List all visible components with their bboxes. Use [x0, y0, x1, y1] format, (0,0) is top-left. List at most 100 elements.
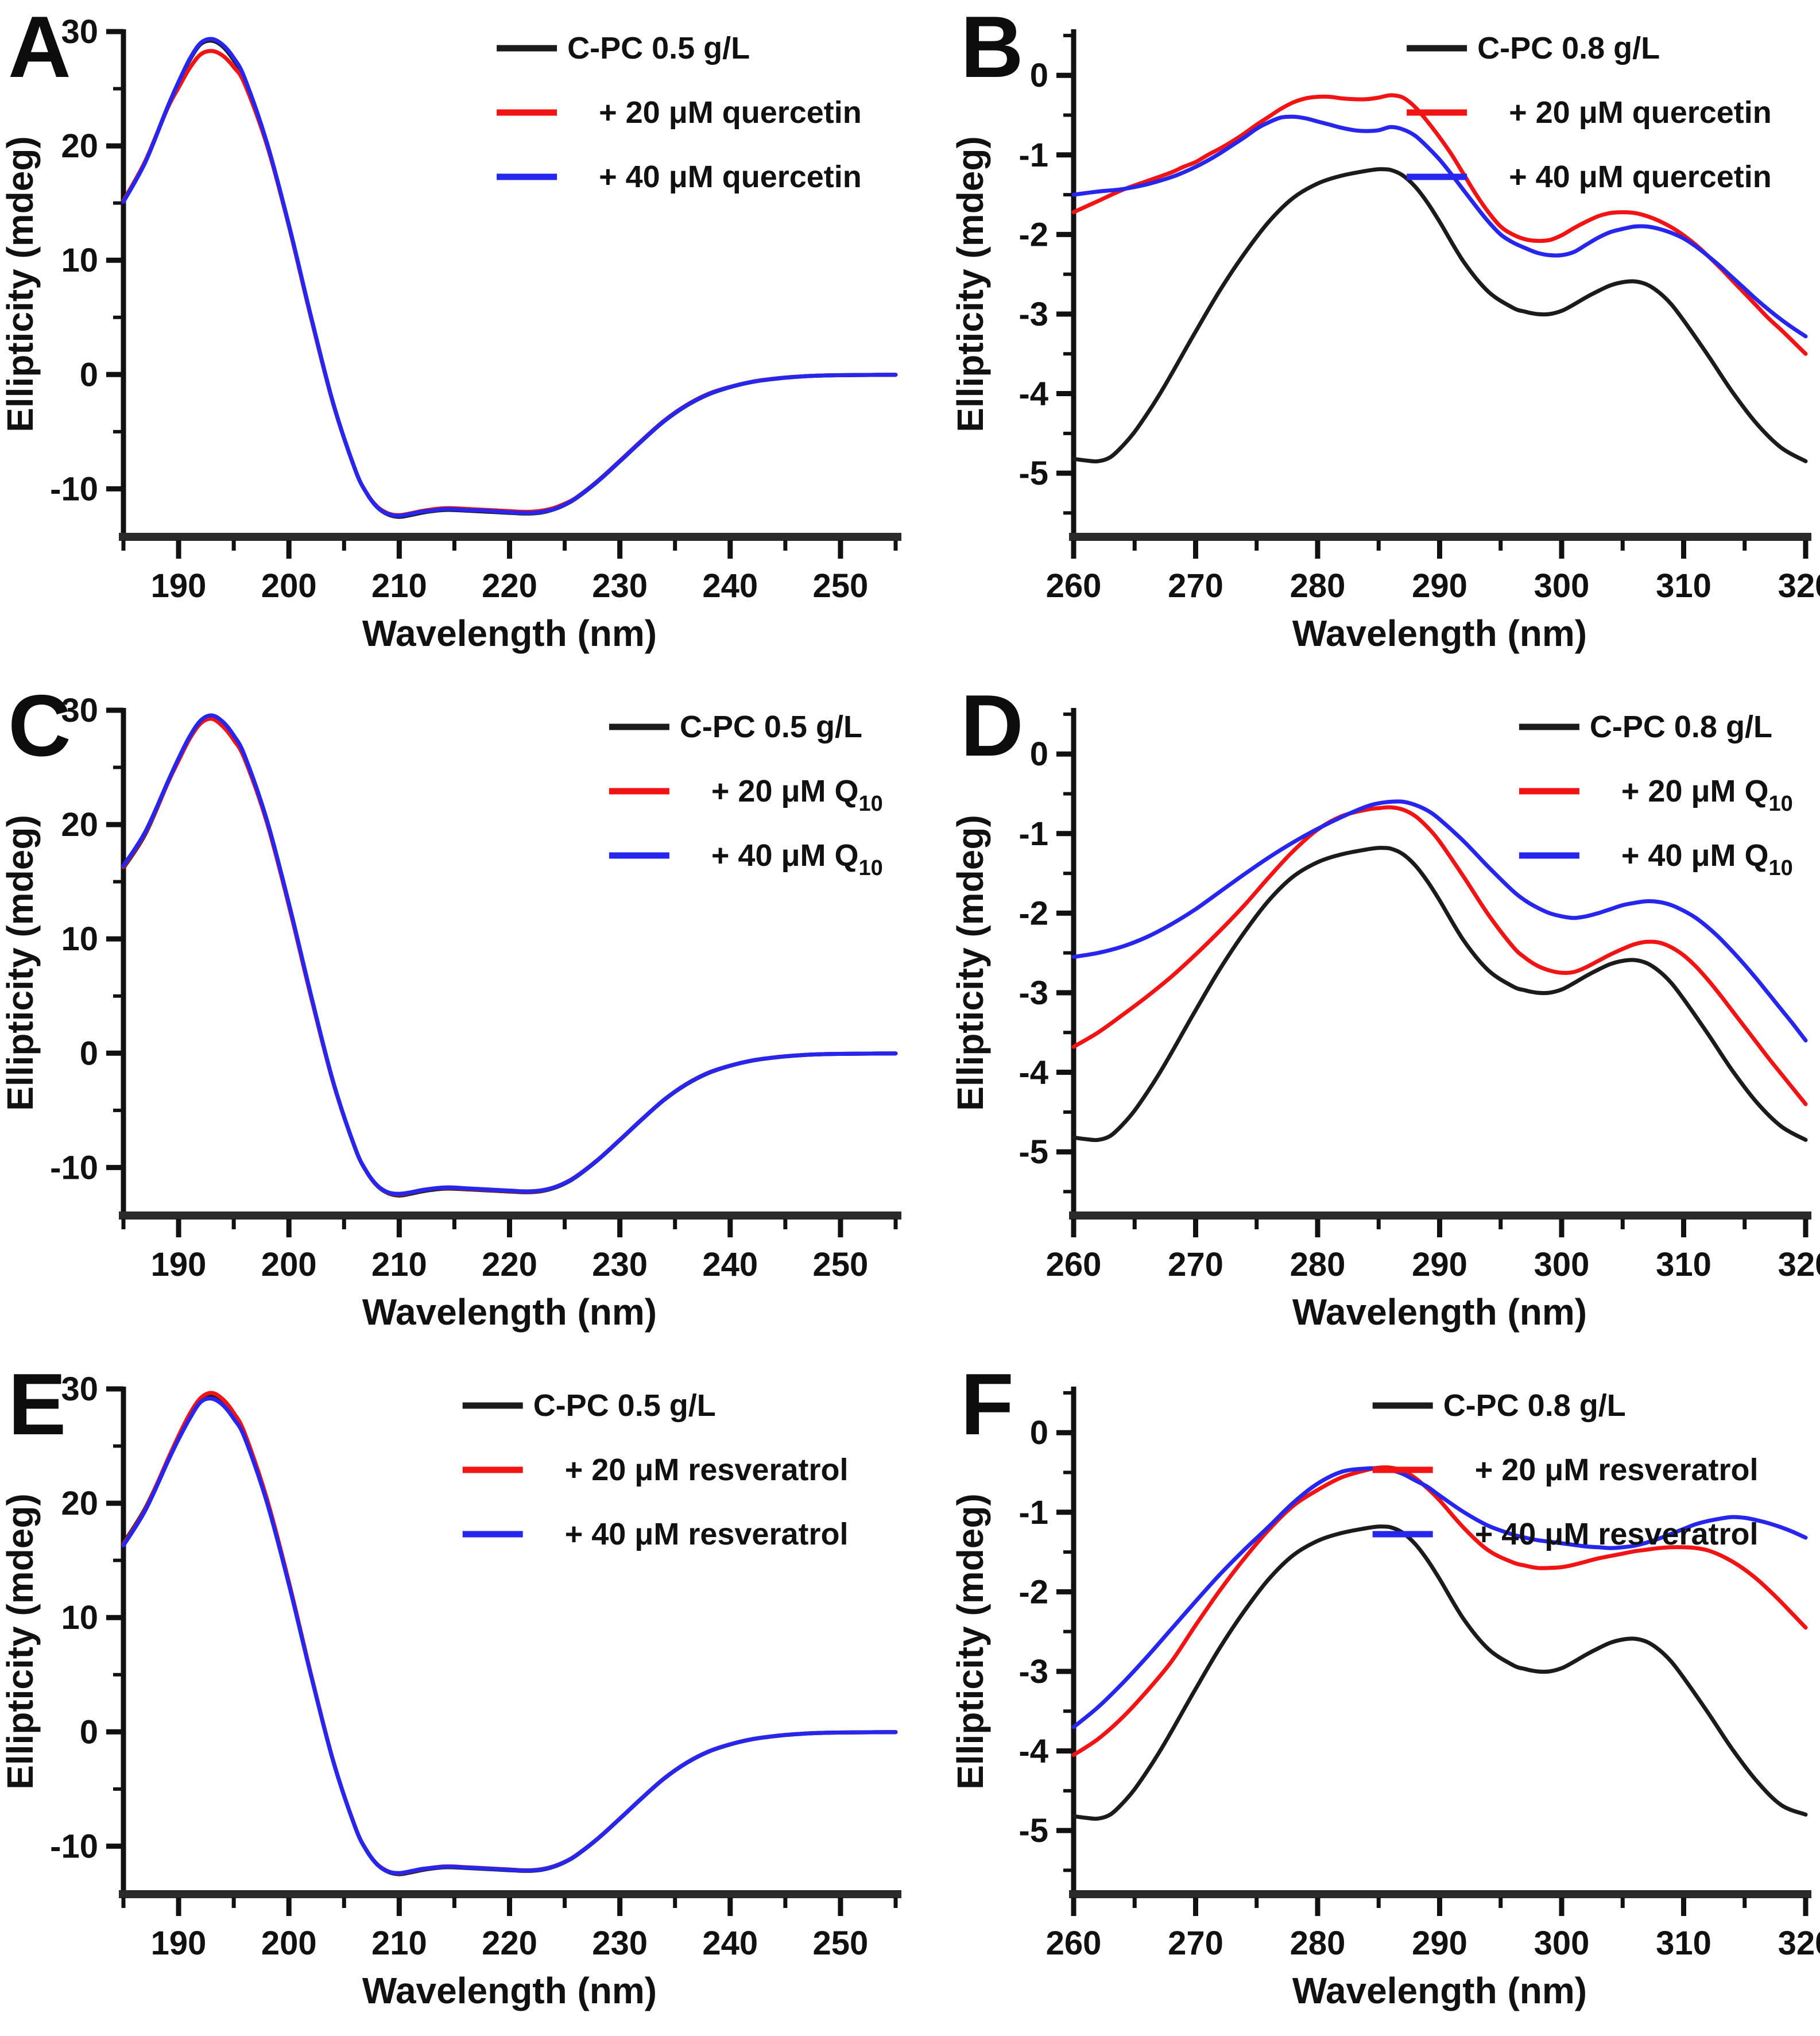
x-tick-label: 290	[1412, 1925, 1467, 1962]
series-line-black	[1071, 167, 1808, 464]
panel-C-plot: 190 200 210 220 230 240 250 30 20 10 0 -10 Wavelengt…	[0, 692, 901, 1333]
y-tick-label: -10	[50, 1149, 98, 1186]
axis-ticks	[106, 1386, 898, 1916]
axis-ticks	[106, 29, 898, 559]
y-tick-label: 20	[61, 806, 98, 843]
series-line-blue	[121, 37, 898, 518]
panel-C-chart: 190 200 210 220 230 240 250 30 20 10 0 -10 Wavelengt…	[0, 679, 910, 1357]
x-tick-label: 290	[1412, 1246, 1467, 1283]
y-tick-label: -1	[1019, 137, 1048, 174]
y-axis-title: Ellipticity (mdeg)	[950, 815, 991, 1111]
panel-E-letter: E	[8, 1357, 66, 1453]
y-tick-label: 0	[80, 1035, 98, 1072]
x-tick-label: 320	[1778, 567, 1820, 605]
legend-label: + 20 μM quercetin	[599, 95, 862, 130]
y-tick-label: 30	[61, 13, 98, 51]
series-line-blue	[1071, 114, 1808, 339]
y-tick-label: 30	[61, 1371, 98, 1408]
y-tick-label: 10	[61, 920, 98, 958]
panel-E: E 190 200 210 220 230 240 250 30 20 10 0 -10 Wavelen…	[0, 1357, 910, 2036]
y-axis-title: Ellipticity (mdeg)	[950, 136, 991, 432]
y-tick-label: 0	[80, 356, 98, 393]
panel-B-letter: B	[961, 0, 1024, 96]
panel-F-letter: F	[961, 1357, 1014, 1453]
x-tick-label: 220	[482, 1246, 537, 1283]
series-group	[1071, 1465, 1808, 1821]
series-line-blue	[121, 1396, 898, 1875]
legend-label: + 20 μM resveratrol	[1475, 1453, 1759, 1487]
x-tick-label: 240	[702, 1246, 758, 1283]
series-line-blue	[1071, 1466, 1808, 1729]
x-axis-title: Wavelength (nm)	[1292, 1291, 1587, 1333]
x-tick-label: 260	[1046, 1925, 1102, 1962]
x-tick-label: 240	[702, 567, 758, 605]
x-tick-label: 280	[1290, 567, 1346, 605]
x-tick-label: 200	[261, 1925, 317, 1962]
y-tick-label: -4	[1019, 1733, 1048, 1770]
legend-label: C-PC 0.5 g/L	[567, 31, 750, 65]
x-tick-label: 310	[1656, 1925, 1711, 1962]
x-axis-title: Wavelength (nm)	[362, 613, 657, 654]
x-tick-label: 300	[1534, 1925, 1590, 1962]
x-axis-title: Wavelength (nm)	[362, 1970, 657, 2011]
y-tick-label: 10	[61, 1599, 98, 1636]
legend-label: + 40 μM quercetin	[599, 160, 862, 194]
x-tick-label: 320	[1778, 1246, 1820, 1283]
x-tick-label: 240	[702, 1925, 758, 1962]
x-tick-label: 270	[1168, 1246, 1223, 1283]
panel-F-plot: 260 270 280 290 300 310 320 0 -1 -2 -3 -4 -5 Waveleng…	[950, 1387, 1820, 2011]
x-axis-title: Wavelength (nm)	[362, 1291, 657, 1333]
y-tick-label: 0	[1030, 736, 1048, 773]
panel-B: B 260 270 280 290 300 310 320 0 -1 -2 -3 -4 -5 Wavele…	[910, 0, 1820, 679]
legend-label: + 40 μM quercetin	[1509, 160, 1772, 194]
x-tick-label: 230	[592, 1246, 648, 1283]
x-tick-label: 210	[371, 1246, 427, 1283]
x-tick-label: 300	[1534, 1246, 1590, 1283]
series-line-red	[1071, 1465, 1808, 1757]
panel-C-letter: C	[8, 679, 71, 775]
series-line-red	[1071, 805, 1808, 1106]
y-tick-label: 0	[1030, 57, 1048, 94]
y-tick-label: 0	[80, 1713, 98, 1751]
x-tick-label: 220	[482, 567, 537, 605]
panel-D-letter: D	[961, 679, 1024, 775]
panel-D-chart: 260 270 280 290 300 310 320 0 -1 -2 -3 -4 -5 Waveleng…	[910, 679, 1820, 1357]
x-tick-label: 310	[1656, 1246, 1711, 1283]
legend-label: + 40 μM Q10	[1621, 838, 1793, 880]
legend: C-PC 0.5 g/L + 20 μM quercetin + 40 μM que…	[497, 31, 862, 194]
axis-ticks	[106, 707, 898, 1237]
series-line-black	[1071, 1524, 1808, 1821]
series-group	[121, 713, 898, 1198]
legend: C-PC 0.8 g/L + 20 μM quercetin + 40 μM que…	[1407, 31, 1772, 194]
panel-D: D 260 270 280 290 300 310 320 0 -1 -2 -3 -4 -5 Wavele…	[910, 679, 1820, 1357]
x-tick-label: 310	[1656, 567, 1711, 605]
x-tick-label: 260	[1046, 567, 1102, 605]
x-tick-label: 230	[592, 1925, 648, 1962]
x-tick-label: 280	[1290, 1925, 1346, 1962]
x-tick-label: 200	[261, 1246, 317, 1283]
y-tick-label: -5	[1019, 1133, 1048, 1171]
y-tick-label: -4	[1019, 1054, 1048, 1091]
series-group	[1071, 799, 1808, 1143]
axis-ticks	[1056, 1391, 1809, 1916]
x-tick-label: 260	[1046, 1246, 1102, 1283]
y-tick-label: 10	[61, 242, 98, 279]
y-tick-label: -5	[1019, 1812, 1048, 1849]
y-tick-label: -2	[1019, 895, 1048, 932]
series-line-black	[1071, 846, 1808, 1143]
panel-B-chart: 260 270 280 290 300 310 320 0 -1 -2 -3 -4 -5 Waveleng…	[910, 0, 1820, 679]
axis-ticks	[1056, 712, 1809, 1237]
legend-label: + 20 μM quercetin	[1509, 95, 1772, 130]
panel-F-chart: 260 270 280 290 300 310 320 0 -1 -2 -3 -4 -5 Waveleng…	[910, 1357, 1820, 2036]
panel-B-plot: 260 270 280 290 300 310 320 0 -1 -2 -3 -4 -5 Waveleng…	[950, 29, 1820, 654]
legend-label: C-PC 0.5 g/L	[533, 1388, 716, 1423]
x-tick-label: 190	[151, 1246, 207, 1283]
y-tick-label: 30	[61, 692, 98, 729]
y-axis-title: Ellipticity (mdeg)	[0, 815, 41, 1111]
panel-A-chart: 190 200 210 220 230 240 250 30 20 10 0 -10 Wavelengt…	[0, 0, 910, 679]
x-tick-label: 250	[813, 1246, 869, 1283]
x-tick-label: 290	[1412, 567, 1467, 605]
y-tick-label: -4	[1019, 376, 1048, 413]
x-tick-label: 200	[261, 567, 317, 605]
y-axis-title: Ellipticity (mdeg)	[0, 1493, 41, 1790]
